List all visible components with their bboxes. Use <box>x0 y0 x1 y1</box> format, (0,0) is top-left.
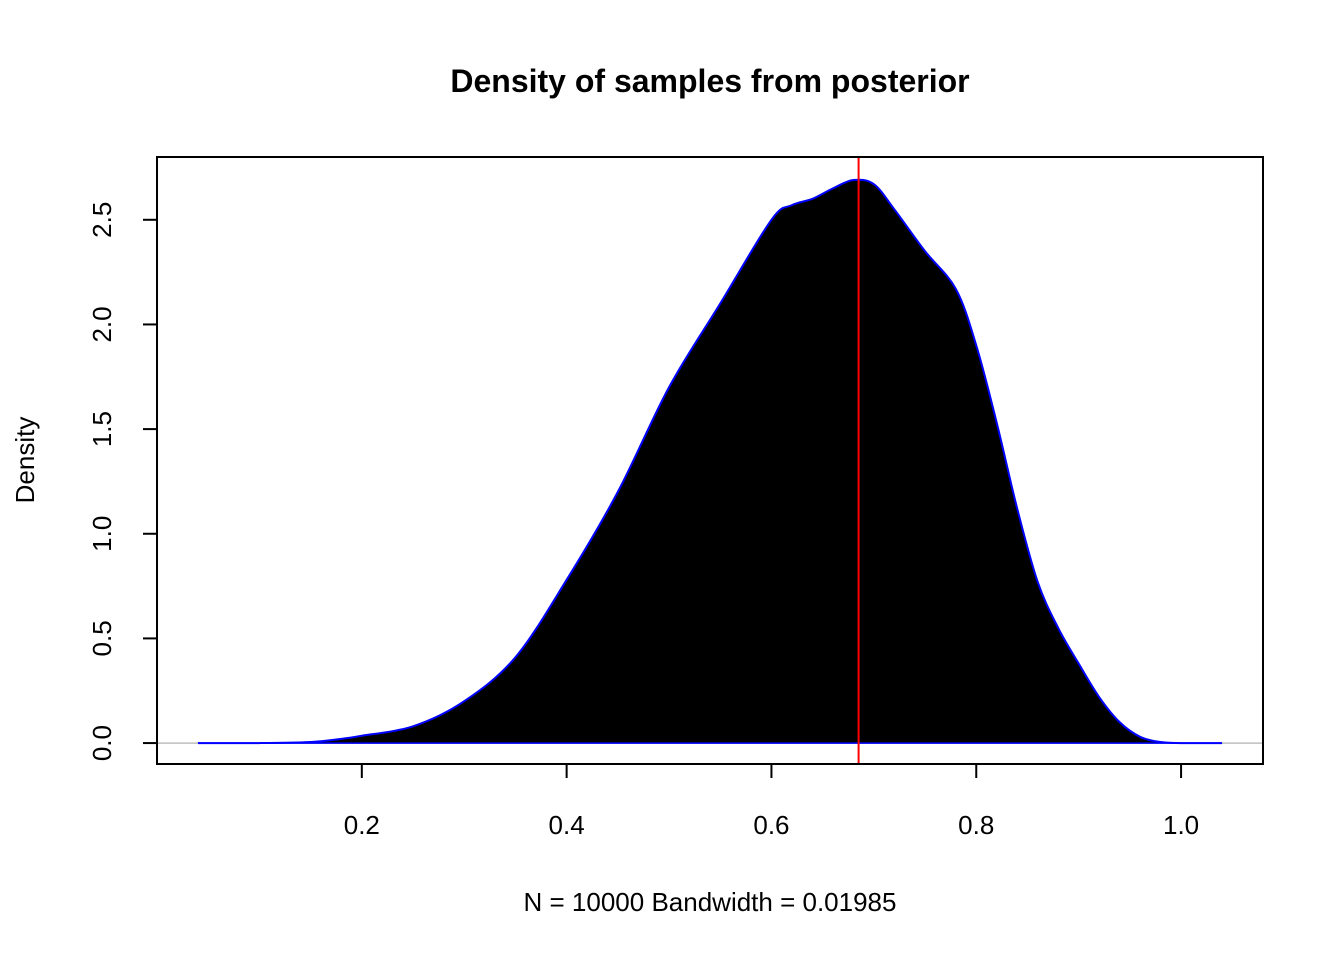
density-fill <box>197 179 1223 744</box>
x-tick-label: 1.0 <box>1163 810 1199 840</box>
x-tick-label: 0.4 <box>549 810 585 840</box>
y-axis: 0.0 0.5 1.0 1.5 2.0 2.5 <box>87 202 157 761</box>
y-tick-label: 2.0 <box>87 306 117 342</box>
y-axis-label: Density <box>10 417 40 504</box>
x-tick-label: 0.2 <box>344 810 380 840</box>
y-tick-label: 0.5 <box>87 620 117 656</box>
plot-area <box>158 157 1262 764</box>
chart-title: Density of samples from posterior <box>450 63 969 99</box>
y-tick-label: 1.5 <box>87 411 117 447</box>
x-tick-label: 0.8 <box>958 810 994 840</box>
y-tick-label: 2.5 <box>87 202 117 238</box>
density-line <box>197 178 1223 745</box>
y-tick-label: 1.0 <box>87 516 117 552</box>
x-tick-label: 0.6 <box>753 810 789 840</box>
x-axis: 0.2 0.4 0.6 0.8 1.0 <box>344 763 1199 840</box>
x-axis-label: N = 10000 Bandwidth = 0.01985 <box>524 887 897 917</box>
y-tick-label: 0.0 <box>87 725 117 761</box>
